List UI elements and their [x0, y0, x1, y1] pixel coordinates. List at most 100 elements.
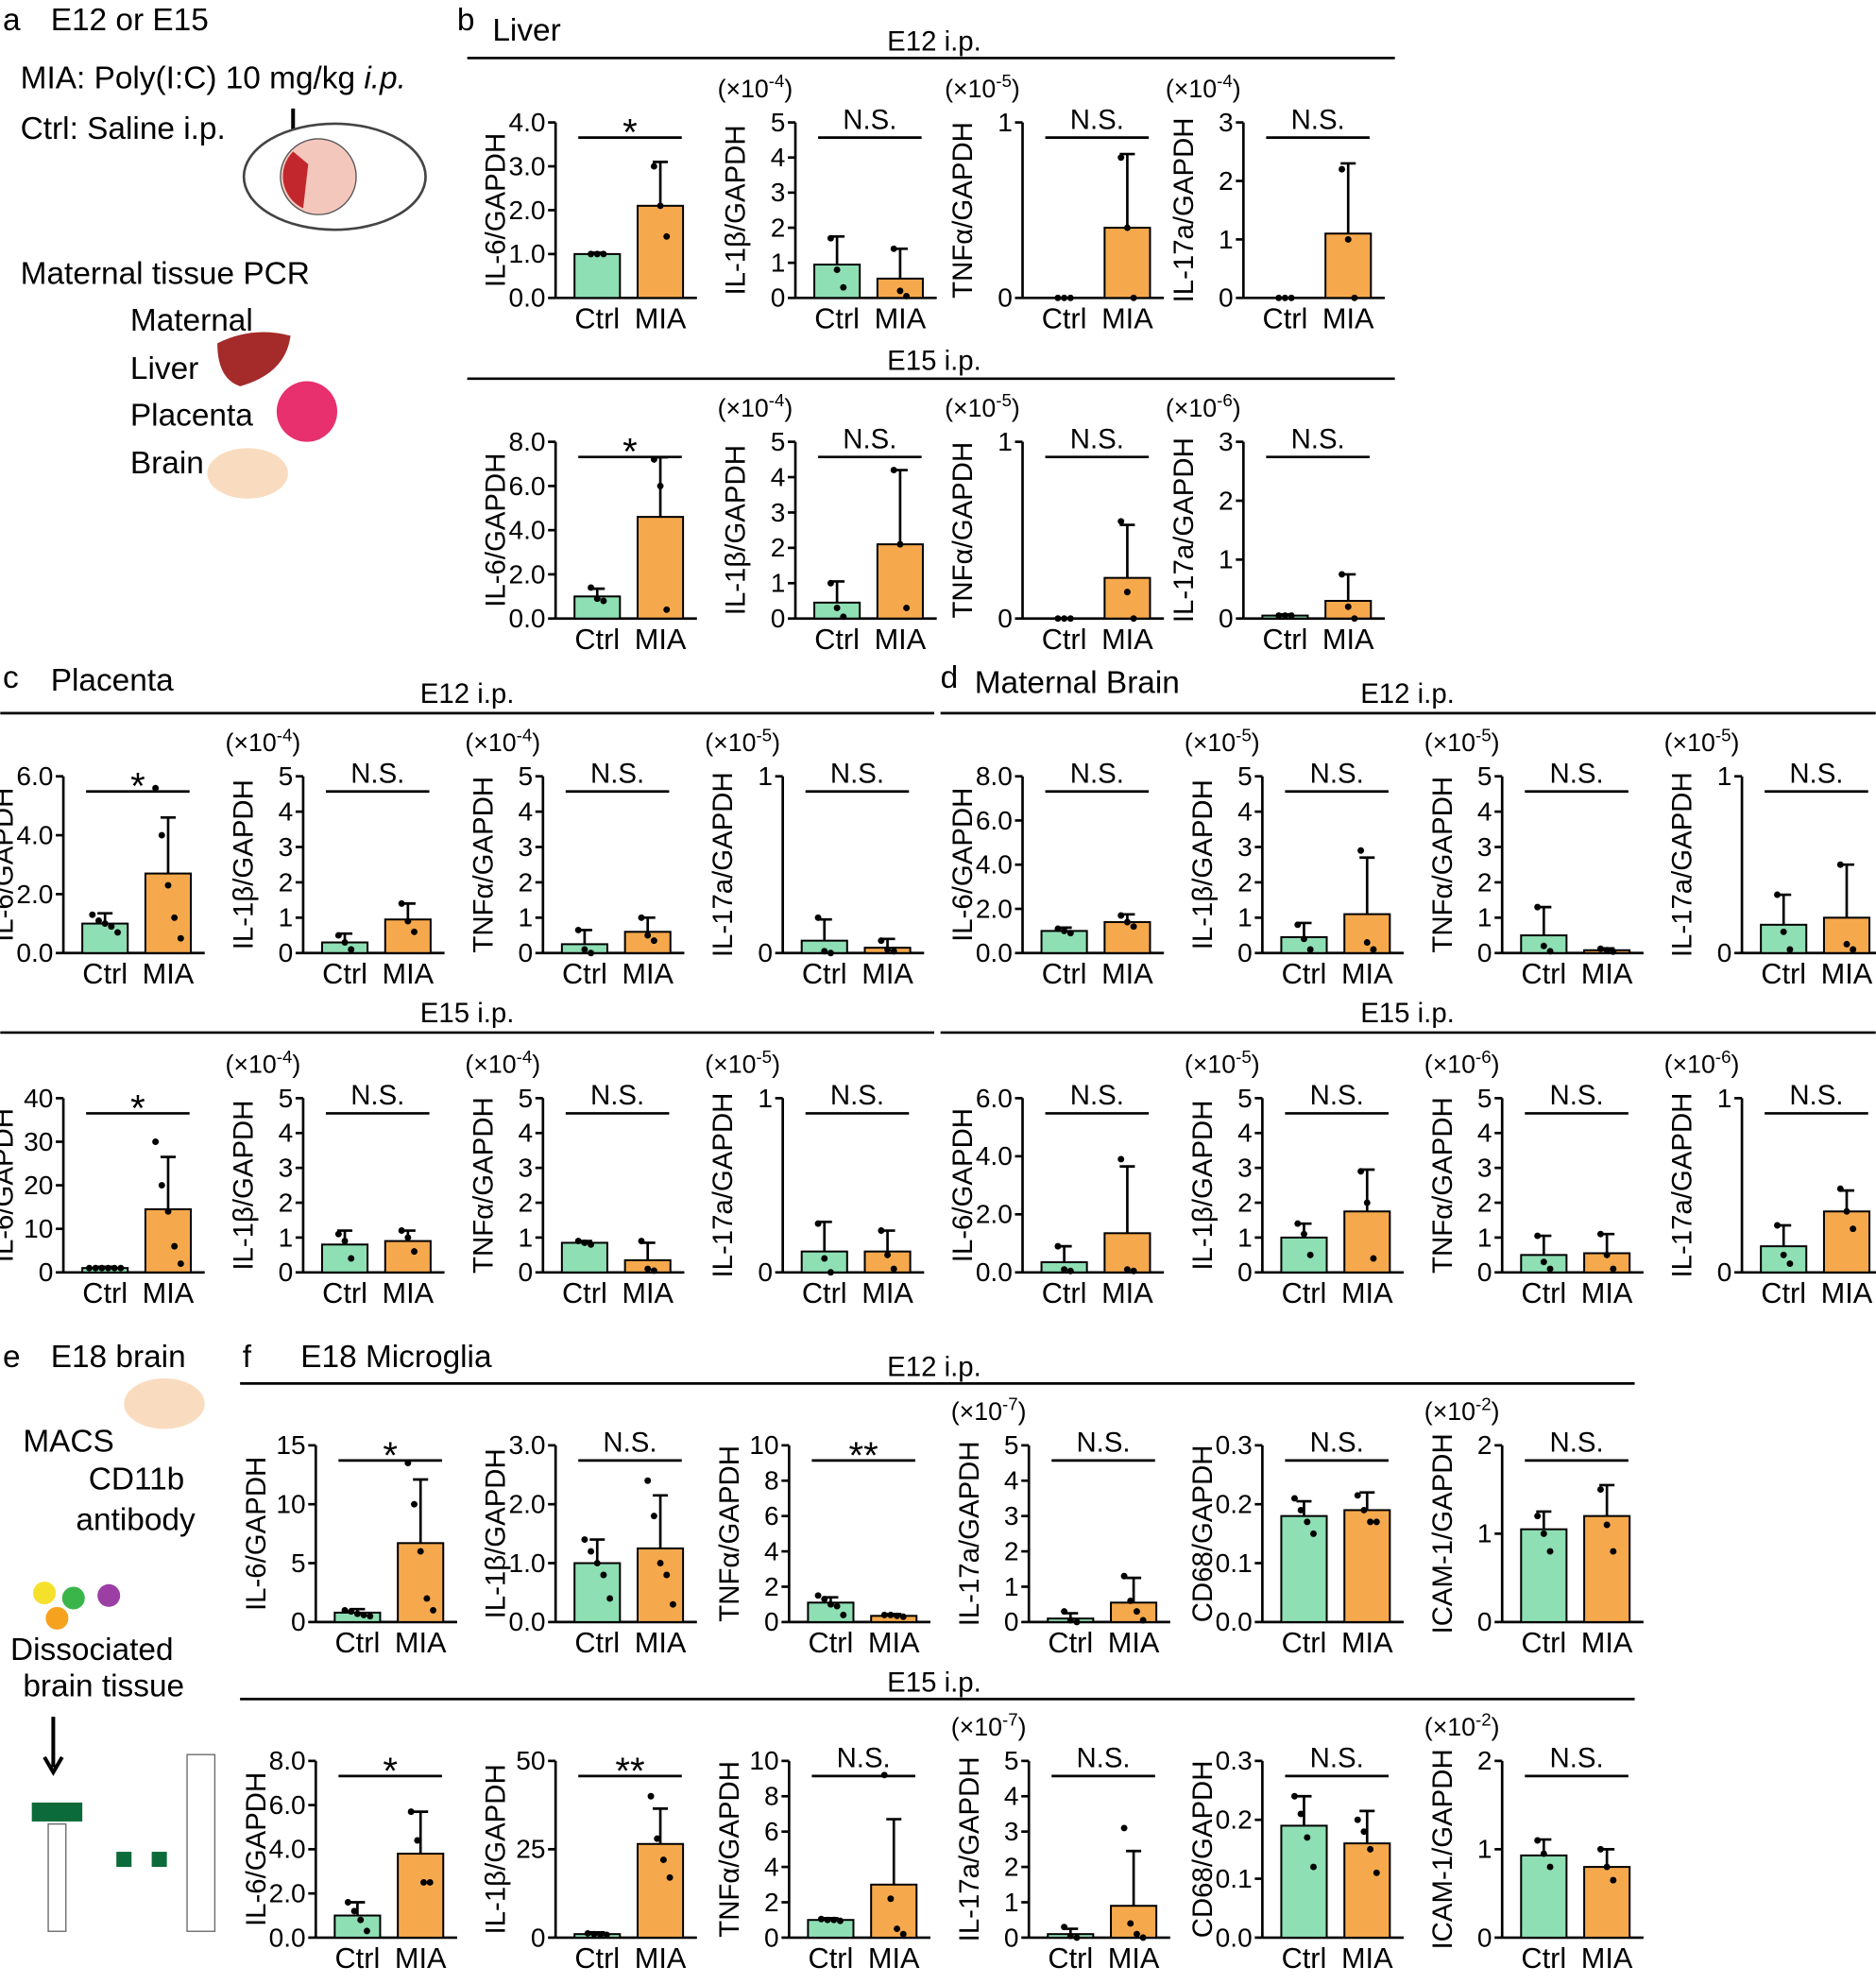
data-point [1130, 1267, 1137, 1274]
y-tick-label: 4.0 [508, 516, 545, 545]
panel-headings: b Liver c Placenta d Maternal Brain f E1… [3, 3, 1180, 1375]
data-point [1123, 1266, 1131, 1274]
significance: N.S. [350, 1080, 404, 1111]
x-tick-label: Ctrl [809, 1626, 854, 1659]
scale-suffix: ) [1492, 728, 1500, 757]
bar [1103, 576, 1151, 620]
data-point [1066, 1932, 1074, 1940]
bar [637, 516, 685, 620]
y-tick-label: 6.0 [976, 806, 1013, 835]
data-point [1610, 1265, 1617, 1273]
data-point [357, 1916, 365, 1924]
data-point [654, 1835, 661, 1842]
y-tick-label: 3 [771, 498, 786, 527]
significance: N.S. [1291, 104, 1345, 135]
scale-prefix: (×10 [718, 75, 769, 103]
y-axis-label: ICAM-1/GAPDH [1427, 1749, 1458, 1949]
y-tick-label: 0 [1477, 1257, 1492, 1287]
scale-note: (×10-6) [1424, 1047, 1500, 1079]
bar [1822, 1210, 1871, 1274]
scale-prefix: (×10 [1185, 728, 1236, 757]
scale-exponent: -5 [996, 390, 1012, 410]
x-tick-label: MIA [875, 623, 927, 656]
data-point [644, 1265, 652, 1273]
y-tick-label: 3 [519, 1154, 534, 1183]
data-point [824, 1916, 831, 1924]
data-point [884, 1251, 892, 1258]
y-tick-label: 8.0 [508, 427, 545, 456]
data-point [1373, 1518, 1380, 1526]
data-point [1120, 1824, 1128, 1832]
y-tick-label: 0.3 [1216, 1746, 1253, 1775]
data-point [348, 1608, 355, 1616]
x-tick-label: Ctrl [1282, 957, 1327, 990]
y-axis-label: IL-1β/GAPDH [481, 1448, 512, 1618]
data-point [1603, 1863, 1611, 1871]
data-point [884, 946, 892, 953]
data-point [1123, 589, 1131, 596]
y-axis-label: TNFα/GAPDH [1427, 777, 1458, 953]
data-point [644, 1477, 652, 1484]
scale-exponent: -6 [1715, 1047, 1731, 1067]
y-tick-label: 2.0 [508, 559, 545, 589]
data-point [1306, 1251, 1314, 1258]
x-tick-label: MIA [1322, 623, 1374, 656]
y-axis-label: IL-1β/GAPDH [721, 125, 752, 295]
y-tick-label: 15 [276, 1430, 305, 1460]
data-point [1360, 1506, 1368, 1514]
scale-note: (×10-5) [1185, 1047, 1260, 1079]
y-tick-label: 0 [1237, 938, 1253, 967]
data-point [657, 202, 664, 210]
bar [1520, 1528, 1568, 1623]
significance: N.S. [1070, 1080, 1124, 1111]
scale-exponent: -4 [277, 1047, 293, 1067]
y-tick-label: 0 [771, 283, 786, 313]
data-point [98, 1264, 106, 1272]
label: MIA: Poly(I:C) 10 mg/kg i.p. [21, 61, 406, 96]
data-point [404, 1234, 412, 1241]
y-tick-label: 3.0 [508, 1430, 545, 1460]
data-point [600, 597, 607, 605]
data-point [1290, 1495, 1298, 1502]
y-tick-label: 0 [1219, 604, 1234, 633]
y-tick-label: 2 [771, 533, 786, 562]
data-point [1603, 947, 1611, 954]
scale-suffix: ) [1731, 1051, 1740, 1079]
y-tick-label: 4 [1477, 1119, 1492, 1148]
data-point [1073, 1934, 1081, 1941]
data-point [1534, 1513, 1542, 1520]
scale-exponent: -6 [1475, 1047, 1492, 1067]
y-tick-label: 0.1 [1216, 1864, 1253, 1893]
data-point [1288, 294, 1295, 301]
data-point [1774, 891, 1781, 898]
x-tick-label: Ctrl [1042, 301, 1087, 334]
bar [1103, 227, 1151, 299]
y-tick-label: 0.0 [269, 1923, 306, 1952]
data-point [398, 899, 405, 907]
x-tick-label: MIA [1101, 1276, 1153, 1309]
data-point [1294, 1220, 1302, 1227]
y-tick-label: 0 [39, 1257, 54, 1287]
bar [1110, 1905, 1158, 1939]
bar [1280, 1236, 1328, 1274]
arrow [43, 1717, 64, 1776]
y-tick-label: 0.2 [1216, 1805, 1253, 1835]
data-point [827, 1600, 834, 1608]
y-tick-label: 2.0 [508, 1490, 545, 1519]
significance: N.S. [843, 104, 896, 135]
y-tick-label: 5 [519, 1084, 534, 1113]
x-tick-label: MIA [1341, 957, 1393, 990]
data-point [1357, 847, 1365, 854]
y-axis-label: IL-6/GAPDH [241, 1772, 272, 1926]
x-tick-label: MIA [1821, 1276, 1873, 1309]
data-point [1281, 612, 1288, 620]
data-point [581, 946, 588, 953]
data-point [1786, 946, 1794, 953]
y-tick-label: 1 [758, 1084, 773, 1113]
x-tick-label: Ctrl [1761, 1276, 1806, 1309]
data-point [894, 1925, 901, 1933]
y-axis-label: IL-1β/GAPDH [1187, 1101, 1219, 1271]
magnet [116, 1852, 132, 1868]
data-point [1300, 935, 1307, 943]
data-point [1596, 1845, 1604, 1853]
